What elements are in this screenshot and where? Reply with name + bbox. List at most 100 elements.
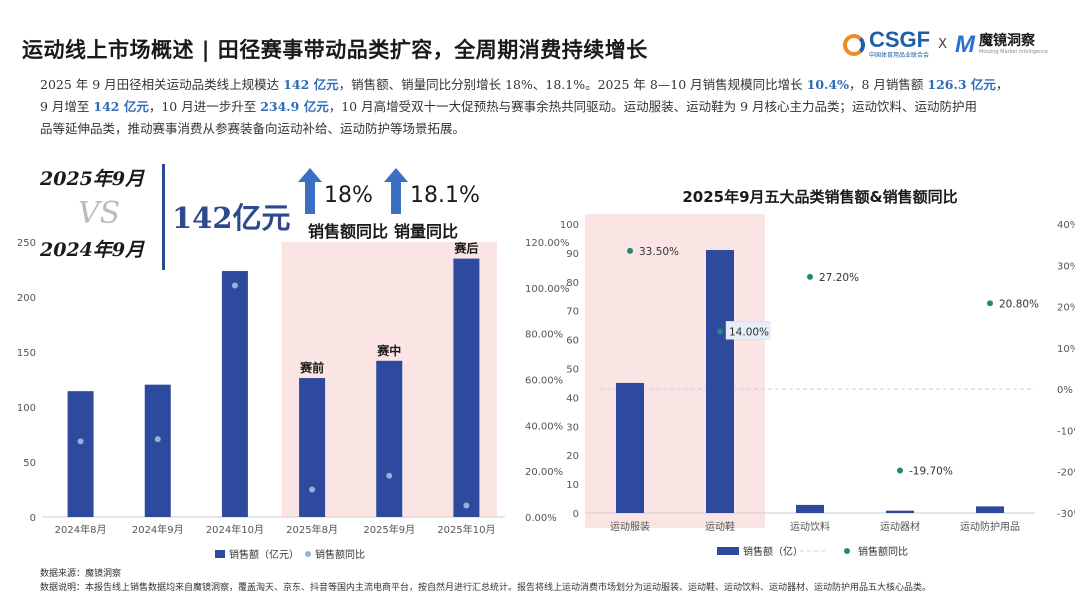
summary-paragraph: 2025 年 9 月田径相关运动品类线上规模达 142 亿元，销售额、销量同比分… (40, 74, 1050, 140)
summary-text: ，销售额、销量同比分别增长 18%、18.1%。2025 年 8—10 月销售规… (338, 77, 807, 92)
category-sales-chart: 2025年9月五大品类销售额&销售额同比 0 10 20 30 40 50 60 70 80 90 1… (560, 188, 1075, 558)
csgf-logo-text: CSGF (868, 27, 931, 52)
summary-highlight: 10.4% (806, 77, 849, 92)
y-tick-label-right: 20% (1057, 303, 1075, 314)
page-title: 运动线上市场概述 | 田径赛事带动品类扩容，全周期消费持续增长 (22, 38, 648, 62)
x-tick-label: 运动防护用品 (960, 520, 1020, 533)
y-tick-label-left: 50 (23, 458, 36, 469)
y-tick-label-left: 250 (17, 238, 36, 249)
y-tick-label-left: 100 (560, 220, 579, 231)
y-tick-label-left: 150 (17, 348, 36, 359)
y-tick-label-left: 200 (17, 293, 36, 304)
y-tick-label-left: 30 (566, 422, 579, 433)
summary-text: 品等延伸品类，推动赛事消费从参赛装备向运动补给、运动防护等场景拓展。 (40, 121, 466, 136)
bar-annotation: 赛前 (299, 360, 324, 375)
bar-annotation: 赛后 (453, 241, 478, 256)
y-tick-label-right: 60.00% (525, 376, 563, 387)
bar (144, 384, 171, 517)
data-point (154, 436, 161, 443)
y-tick-label-right: 100.00% (525, 284, 570, 295)
x-tick-label: 运动鞋 (705, 520, 735, 533)
y-tick-label-left: 0 (30, 513, 36, 524)
bar-annotation: 赛中 (376, 343, 401, 358)
data-label: -19.70% (909, 465, 953, 477)
summary-line-2: 9 月增至 142 亿元，10 月进一步升至 234.9 亿元，10 月高增受双… (40, 96, 1050, 118)
y-tick-label-right: -30% (1057, 509, 1075, 520)
legend-swatch-bar (215, 550, 225, 558)
y-tick-label-right: 0% (1057, 385, 1073, 396)
legend-swatch-dot (844, 548, 850, 554)
y-tick-label-left: 10 (566, 480, 579, 491)
volume-growth-value: 18.1% (410, 183, 480, 208)
x-tick-label: 2024年8月 (55, 523, 107, 536)
sales-amount: 142亿元 (172, 201, 291, 235)
data-point (987, 300, 993, 307)
summary-highlight: 126.3 亿元 (927, 77, 996, 92)
x-tick-label: 运动饮料 (790, 520, 830, 533)
volume-growth-label: 销量同比 (394, 222, 459, 241)
summary-text: ，8 月销售额 (848, 77, 928, 92)
monthly-sales-chart: 0 50 100 150 200 250 0.00% 20.00% 40.00% 60.00% 80… (17, 238, 570, 561)
x-tick-label: 2025年9月 (363, 523, 415, 536)
summary-line-3: 品等延伸品类，推动赛事消费从参赛装备向运动补给、运动防护等场景拓展。 (40, 118, 1050, 140)
data-label: 14.00% (729, 326, 769, 338)
legend-label: 销售额同比 (315, 548, 365, 561)
legend-label: 销售额（亿） (743, 545, 803, 558)
summary-highlight: 234.9 亿元 (260, 99, 329, 114)
summary-text: ，10 月高增受双十一大促预热与赛事余热共同驱动。运动服装、运动鞋为 9 月核心… (328, 99, 977, 114)
y-tick-label-right: 0.00% (525, 513, 557, 524)
data-label: 27.20% (819, 272, 859, 284)
data-point (717, 328, 723, 335)
y-tick-label-left: 20 (566, 451, 579, 462)
y-tick-label-left: 50 (566, 365, 579, 376)
data-label-box (725, 321, 771, 340)
summary-highlight: 142 亿元 (283, 77, 339, 92)
data-point (463, 502, 470, 509)
csgf-mark-icon (842, 33, 865, 56)
summary-text: 2025 年 9 月田径相关运动品类线上规模达 (40, 77, 284, 92)
y-tick-label-left: 90 (566, 249, 579, 260)
bar (221, 271, 248, 517)
vs-label: VS (78, 196, 121, 231)
legend-swatch-dot (305, 551, 311, 557)
moojing-m-icon: M (954, 30, 975, 58)
data-point (77, 438, 84, 445)
moojing-logo-name: 魔镜洞察 (978, 33, 1035, 49)
data-label: 20.80% (999, 298, 1039, 310)
arrow-up-icon (298, 168, 322, 214)
data-source: 数据来源：魔镜洞察 (40, 569, 122, 579)
bar (976, 506, 1004, 513)
x-tick-label: 2025年8月 (286, 523, 338, 536)
x-tick-label: 运动器材 (880, 520, 920, 533)
data-point (309, 486, 316, 493)
summary-highlight: 142 亿元 (93, 99, 149, 114)
data-point (627, 247, 633, 254)
sales-growth-label: 销售额同比 (308, 222, 389, 241)
bar (376, 360, 403, 517)
y-tick-label-right: 120.00% (525, 238, 570, 249)
period-comparison: 2025年9月 VS 2024年9月 (40, 160, 162, 270)
x-tick-label: 2025年10月 (437, 523, 495, 536)
period-current: 2025年9月 (40, 168, 145, 190)
sales-growth-value: 18% (324, 183, 373, 208)
data-point (897, 467, 903, 474)
data-point (231, 282, 238, 289)
data-point (807, 273, 813, 280)
y-tick-label-right: 10% (1057, 344, 1075, 355)
y-tick-label-right: 80.00% (525, 330, 563, 341)
highlight-region (585, 214, 765, 528)
arrow-up-icon (384, 168, 408, 214)
csgf-logo-subtext: 中国体育用品业联合会 (868, 52, 929, 59)
bar (616, 382, 644, 513)
legend-swatch-bar (717, 547, 739, 555)
period-previous: 2024年9月 (40, 239, 145, 261)
y-tick-label-left: 100 (17, 403, 36, 414)
bar (796, 504, 824, 513)
x-tick-label: 2024年9月 (132, 523, 184, 536)
csgf-logo: CSGF 中国体育用品业联合会 (842, 27, 931, 59)
moojing-logo: M 魔镜洞察 Moojing Market Intelligence (955, 31, 1048, 59)
y-tick-label-left: 80 (566, 278, 579, 289)
vs-divider (162, 164, 165, 270)
logo-separator: X (938, 37, 947, 52)
x-tick-label: 运动服装 (610, 520, 650, 533)
